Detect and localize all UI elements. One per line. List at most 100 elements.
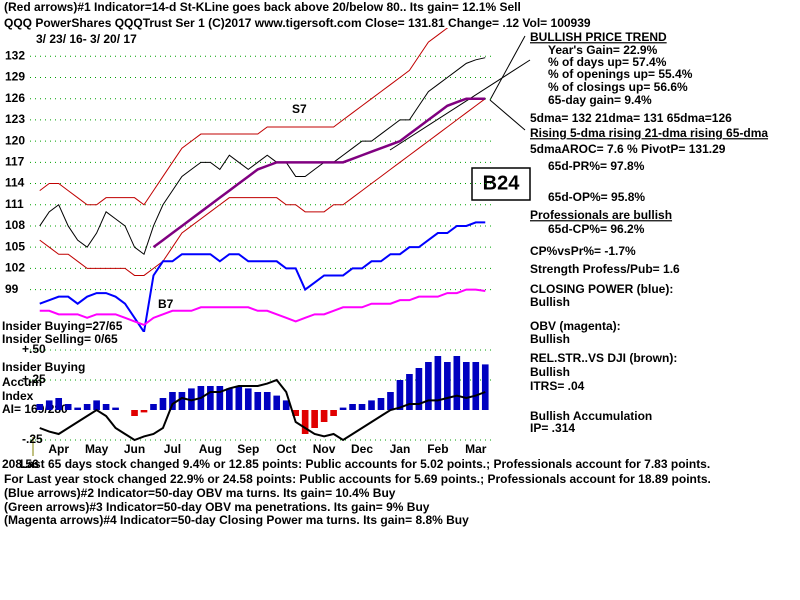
y-tick-label: 114 — [5, 176, 25, 190]
y-tick-label: 132 — [5, 48, 25, 62]
panel-text: Rising 5-dma rising 21-dma rising 65-dma — [530, 126, 768, 140]
annotation: S7 — [292, 102, 307, 116]
bar — [339, 407, 347, 410]
panel-text: Bullish Accumulation — [530, 409, 652, 423]
signal-box — [471, 167, 531, 201]
bar — [330, 410, 337, 416]
panel-text: Bullish — [530, 332, 570, 346]
bar — [36, 404, 44, 410]
trend-line — [489, 35, 526, 101]
plot-area — [39, 28, 486, 332]
bar — [45, 400, 53, 410]
bar — [159, 398, 167, 410]
bar — [368, 400, 375, 410]
panel-text: % of days up= 57.4% — [548, 55, 667, 69]
panel-text: REL.STR..VS DJI (brown): — [530, 351, 677, 365]
y-tick-label: 108 — [5, 218, 25, 232]
bar — [453, 356, 461, 410]
header-line: 3/ 23/ 16- 3/ 20/ 17 — [36, 32, 137, 46]
bar — [112, 407, 119, 410]
panel-text: 5dma= 132 21dma= 131 65dma=126 — [530, 111, 732, 125]
bar — [349, 404, 356, 410]
series-line — [39, 288, 486, 327]
x-tick-label: Dec — [351, 442, 373, 456]
bar — [263, 392, 271, 410]
bar — [169, 392, 176, 410]
panel-text: Bullish — [530, 365, 570, 379]
bar — [415, 368, 423, 410]
trend-line — [389, 59, 531, 151]
left-label: Insider Buying=27/65 — [2, 319, 123, 333]
bar — [64, 404, 72, 410]
x-tick-label: Oct — [276, 442, 296, 456]
bar — [273, 395, 281, 410]
y-tick-label: 105 — [5, 239, 25, 253]
x-tick-label: Feb — [427, 442, 448, 456]
y-tick-label: 129 — [5, 70, 25, 84]
trend-line — [489, 99, 526, 131]
bar — [226, 388, 233, 410]
bar — [102, 404, 110, 410]
series-line — [39, 98, 486, 276]
bar — [131, 410, 138, 416]
x-tick-label: Mar — [465, 442, 487, 456]
panel-text: % of openings up= 55.4% — [548, 67, 693, 81]
left-label: Index — [2, 389, 34, 403]
panel-text: 65d-CP%= 96.2% — [548, 222, 645, 236]
bar — [320, 410, 328, 422]
y-tick-label: 111 — [5, 197, 24, 211]
bar — [178, 392, 186, 410]
bar — [282, 400, 290, 410]
series-line — [39, 221, 486, 332]
y-tick-label: 117 — [5, 154, 25, 168]
bar — [377, 398, 385, 410]
bar — [444, 362, 451, 410]
left-label: Insider Selling= 0/65 — [2, 332, 118, 346]
panel-text: 65d-PR%= 97.8% — [548, 159, 645, 173]
bar — [235, 386, 243, 410]
panel-text: CLOSING POWER (blue): — [530, 282, 673, 296]
x-tick-label: Jun — [124, 442, 145, 456]
annotation: B7 — [158, 297, 174, 311]
bar — [358, 404, 366, 410]
y-tick-label: 99 — [5, 282, 19, 296]
panel-text: Year's Gain= 22.9% — [548, 43, 658, 57]
bar — [150, 404, 157, 410]
y-tick-label: 120 — [5, 133, 25, 147]
bar — [292, 410, 299, 416]
bar — [216, 386, 224, 410]
footer-line: (Green arrows)#3 Indicator=50-day OBV ma… — [4, 500, 430, 514]
left-label: Accum — [2, 375, 42, 389]
y-tick-label: 126 — [5, 91, 25, 105]
bar — [207, 386, 214, 410]
left-label: Insider Buying — [2, 360, 85, 374]
series-line — [39, 57, 486, 256]
bar — [311, 410, 318, 428]
bar — [406, 374, 413, 410]
x-tick-label: Jan — [390, 442, 411, 456]
panel-text: 65-day gain= 9.4% — [548, 93, 652, 107]
panel-text: 65d-OP%= 95.8% — [548, 190, 645, 204]
x-tick-label: Nov — [313, 442, 336, 456]
panel-text: Bullish — [530, 295, 570, 309]
bar — [301, 410, 309, 434]
bar — [74, 407, 81, 410]
bar — [434, 356, 442, 410]
series-line — [39, 378, 486, 442]
bar — [254, 392, 262, 410]
bar — [472, 362, 480, 410]
bar — [387, 392, 394, 410]
x-tick-label: Aug — [199, 442, 222, 456]
bar — [462, 362, 470, 410]
bar — [83, 404, 91, 410]
panel-text: ITRS= .04 — [530, 379, 585, 393]
footer-line: (Magenta arrows)#4 Indicator=50-day Clos… — [4, 513, 469, 527]
footer-line: 208.56 — [2, 457, 39, 471]
y-tick-label: +.25 — [22, 372, 46, 386]
panel-text: IP= .314 — [530, 421, 575, 435]
bar — [481, 364, 489, 410]
x-tick-label: Jul — [164, 442, 181, 456]
y-tick-label: 102 — [5, 261, 25, 275]
bar — [396, 380, 404, 410]
panel-text: OBV (magenta): — [530, 319, 621, 333]
